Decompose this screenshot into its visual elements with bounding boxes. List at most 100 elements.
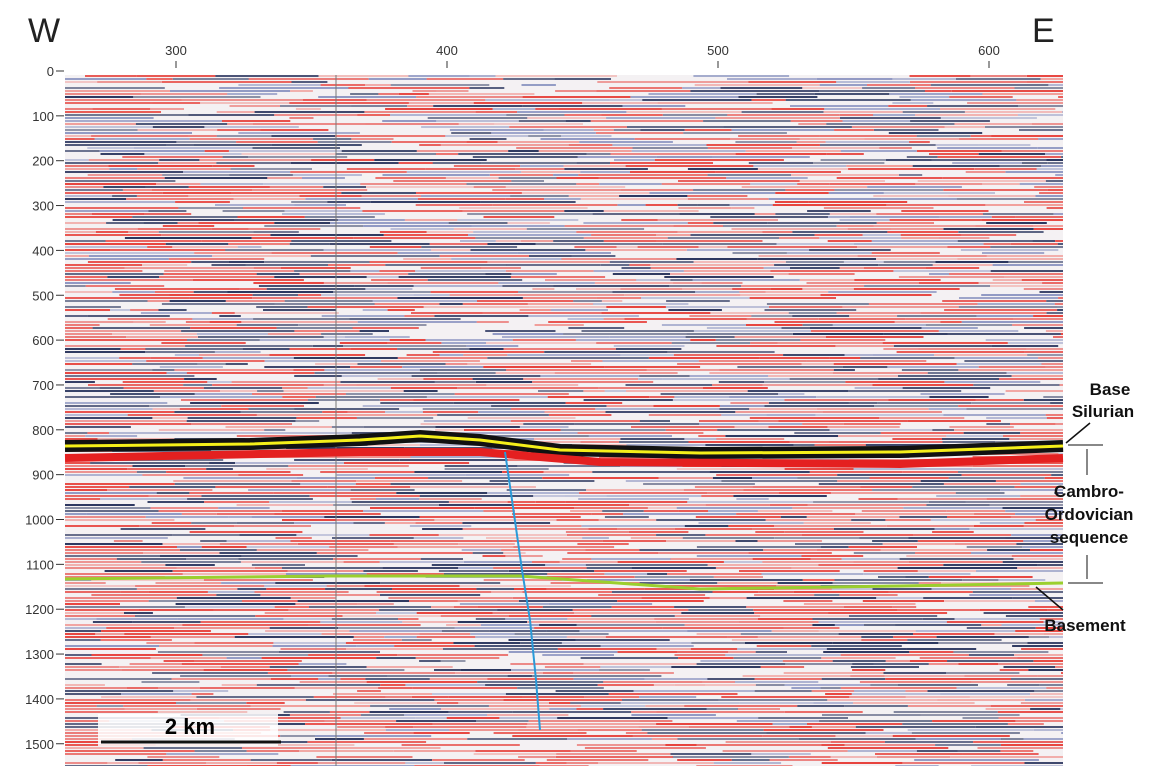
- seismic-trace: [678, 231, 763, 233]
- seismic-trace: [570, 510, 602, 512]
- seismic-trace: [742, 186, 868, 188]
- seismic-trace: [315, 738, 364, 740]
- seismic-trace: [949, 477, 1045, 479]
- seismic-trace: [133, 465, 186, 467]
- seismic-trace: [123, 189, 152, 191]
- seismic-trace: [528, 315, 639, 317]
- seismic-trace: [289, 117, 313, 119]
- left-tick-label: 1200: [25, 602, 54, 617]
- seismic-trace: [705, 534, 802, 536]
- seismic-trace: [717, 582, 777, 584]
- seismic-trace: [893, 636, 936, 638]
- seismic-trace: [489, 435, 589, 437]
- seismic-trace: [750, 297, 836, 299]
- seismic-trace: [876, 258, 957, 260]
- seismic-trace: [688, 609, 753, 611]
- seismic-trace: [280, 735, 315, 737]
- seismic-trace: [853, 702, 975, 704]
- seismic-trace: [375, 177, 446, 179]
- seismic-trace: [618, 561, 724, 563]
- seismic-trace: [679, 510, 708, 512]
- seismic-trace: [823, 411, 942, 413]
- seismic-trace: [310, 495, 420, 497]
- seismic-trace: [305, 198, 418, 200]
- seismic-trace: [65, 249, 110, 251]
- seismic-trace: [316, 396, 427, 398]
- seismic-trace: [466, 474, 569, 476]
- seismic-trace: [509, 126, 627, 128]
- seismic-trace: [191, 261, 229, 263]
- seismic-trace: [215, 351, 261, 353]
- seismic-trace: [593, 213, 680, 215]
- seismic-trace: [291, 540, 391, 542]
- seismic-trace: [587, 567, 632, 569]
- seismic-trace: [190, 327, 276, 329]
- seismic-trace: [412, 375, 541, 377]
- seismic-trace: [398, 546, 514, 548]
- seismic-trace: [584, 399, 673, 401]
- seismic-trace: [65, 192, 163, 194]
- seismic-trace: [402, 744, 520, 746]
- seismic-trace: [92, 213, 144, 215]
- seismic-trace: [987, 498, 1063, 500]
- seismic-trace: [691, 234, 815, 236]
- seismic-trace: [844, 423, 901, 425]
- seismic-trace: [431, 291, 518, 293]
- seismic-trace: [897, 351, 1025, 353]
- seismic-trace: [65, 708, 125, 710]
- seismic-trace: [65, 564, 165, 566]
- seismic-trace: [938, 156, 1062, 158]
- seismic-trace: [458, 702, 549, 704]
- seismic-trace: [65, 699, 190, 701]
- seismic-trace: [163, 759, 251, 761]
- seismic-trace: [343, 345, 467, 347]
- seismic-trace: [282, 510, 363, 512]
- seismic-trace: [715, 171, 841, 173]
- seismic-trace: [437, 90, 469, 92]
- seismic-trace: [328, 675, 386, 677]
- seismic-trace: [65, 435, 85, 437]
- seismic-trace: [523, 105, 623, 107]
- seismic-trace: [865, 138, 960, 140]
- seismic-trace: [466, 141, 497, 143]
- seismic-trace: [874, 225, 976, 227]
- seismic-trace: [703, 681, 735, 683]
- seismic-trace: [462, 522, 550, 524]
- seismic-trace: [673, 756, 789, 758]
- seismic-trace: [887, 525, 974, 527]
- seismic-trace: [603, 681, 703, 683]
- seismic-trace: [577, 744, 665, 746]
- seismic-trace: [65, 693, 121, 695]
- seismic-trace: [719, 381, 764, 383]
- seismic-trace: [65, 336, 126, 338]
- seismic-trace: [828, 747, 949, 749]
- seismic-trace: [186, 558, 238, 560]
- seismic-trace: [330, 243, 430, 245]
- seismic-trace: [577, 543, 628, 545]
- seismic-trace: [367, 276, 399, 278]
- seismic-trace: [790, 267, 840, 269]
- seismic-trace: [160, 396, 282, 398]
- seismic-trace: [567, 618, 654, 620]
- seismic-trace: [236, 141, 318, 143]
- seismic-trace: [821, 657, 895, 659]
- seismic-trace: [142, 681, 200, 683]
- seismic-trace: [958, 240, 1033, 242]
- seismic-trace: [440, 303, 463, 305]
- seismic-trace: [231, 168, 312, 170]
- seismic-trace: [454, 606, 478, 608]
- seismic-trace: [234, 198, 306, 200]
- seismic-trace: [476, 618, 506, 620]
- seismic-trace: [1024, 351, 1063, 353]
- seismic-trace: [518, 756, 556, 758]
- seismic-trace: [687, 501, 813, 503]
- seismic-trace: [253, 147, 341, 149]
- seismic-trace: [877, 222, 934, 224]
- seismic-trace: [577, 729, 641, 731]
- seismic-trace: [909, 141, 930, 143]
- seismic-trace: [157, 492, 190, 494]
- seismic-trace: [65, 357, 119, 359]
- seismic-trace: [566, 531, 629, 533]
- seismic-trace: [746, 606, 844, 608]
- seismic-trace: [65, 216, 132, 218]
